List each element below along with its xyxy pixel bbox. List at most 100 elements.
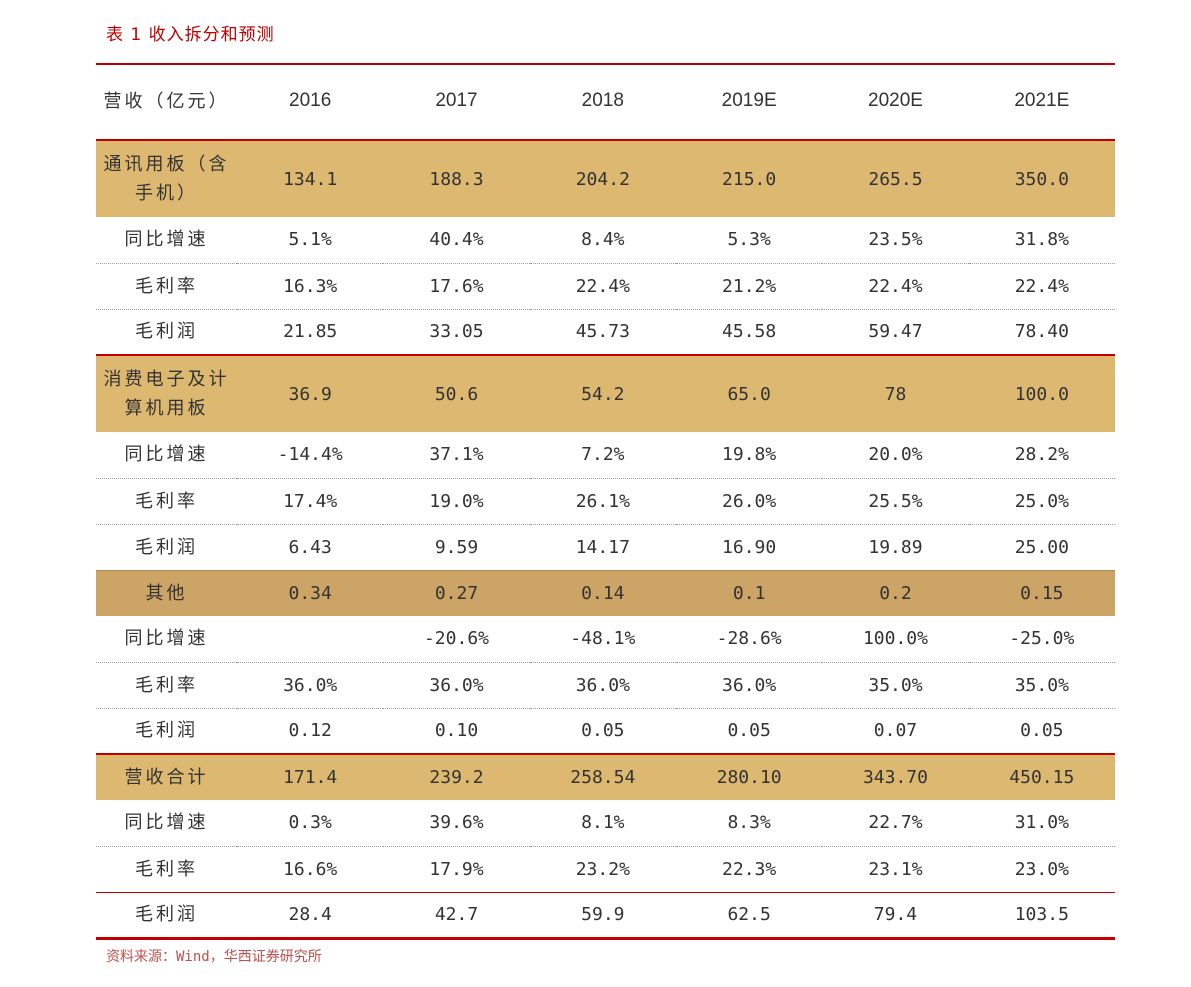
- table-row: 毛利润 21.85 33.05 45.73 45.58 59.47 78.40: [96, 309, 1115, 355]
- revenue-cell: 65.0: [727, 383, 771, 405]
- value-cell: 23.2%: [575, 858, 630, 880]
- table-row: 毛利率 36.0% 36.0% 36.0% 36.0% 35.0% 35.0%: [96, 662, 1115, 708]
- section-label: 消费电子及计算机用板: [103, 369, 230, 419]
- row-label: 毛利率: [135, 490, 198, 512]
- value-cell: 62.5: [727, 904, 771, 925]
- row-label: 同比增速: [124, 628, 209, 650]
- revenue-cell: 0.27: [434, 582, 479, 604]
- value-cell: 17.9%: [429, 858, 484, 880]
- source-note: 资料来源：Wind，华西证券研究所: [106, 949, 322, 965]
- year-2016: 2016: [289, 90, 332, 111]
- value-cell: 33.05: [429, 321, 484, 343]
- value-cell: 26.1%: [575, 490, 630, 512]
- value-cell: 35.0%: [1014, 674, 1069, 696]
- table-row: 毛利润 28.4 42.7 59.9 62.5 79.4 103.5: [96, 892, 1115, 938]
- value-cell: 5.3%: [727, 229, 771, 251]
- table-row: 毛利润 6.43 9.59 14.17 16.90 19.89 25.00: [96, 524, 1115, 570]
- value-cell: 35.0%: [868, 674, 923, 696]
- value-cell: 25.0%: [1014, 490, 1069, 512]
- row-label: 毛利率: [135, 674, 198, 696]
- value-cell: 23.1%: [868, 858, 923, 880]
- row-label: 同比增速: [124, 812, 209, 834]
- revenue-cell: 350.0: [1014, 168, 1069, 190]
- value-cell: 22.4%: [868, 275, 923, 297]
- value-cell: [237, 616, 383, 662]
- value-cell: 0.3%: [288, 812, 332, 834]
- value-cell: 0.05: [727, 720, 771, 742]
- value-cell: 22.4%: [1014, 275, 1069, 297]
- table-row: 毛利润 0.12 0.10 0.05 0.05 0.07 0.05: [96, 708, 1115, 754]
- table-row: 毛利率 16.3% 17.6% 22.4% 21.2% 22.4% 22.4%: [96, 263, 1115, 309]
- value-cell: 25.00: [1014, 536, 1069, 558]
- value-cell: 9.59: [434, 536, 479, 558]
- revenue-cell: 265.5: [868, 168, 923, 190]
- value-cell: 37.1%: [429, 444, 484, 466]
- value-cell: 0.12: [288, 720, 332, 742]
- section-label: 其他: [145, 582, 188, 604]
- value-cell: 5.1%: [288, 229, 332, 251]
- revenue-cell: 343.70: [862, 767, 928, 788]
- value-cell: 8.3%: [727, 812, 771, 834]
- value-cell: 36.0%: [575, 674, 630, 696]
- value-cell: 7.2%: [581, 444, 625, 466]
- value-cell: 16.3%: [283, 275, 338, 297]
- header-row: 营收（亿元） 2016 2017 2018 2019E 2020E 2021E: [96, 63, 1115, 140]
- table-row: 同比增速 5.1% 40.4% 8.4% 5.3% 23.5% 31.8%: [96, 217, 1115, 263]
- value-cell: 59.47: [868, 321, 923, 343]
- revenue-cell: 258.54: [570, 767, 636, 788]
- section-label: 营收合计: [124, 767, 209, 788]
- revenue-cell: 280.10: [716, 767, 782, 788]
- value-cell: 17.4%: [283, 490, 338, 512]
- value-cell: 36.0%: [283, 674, 338, 696]
- value-cell: -28.6%: [716, 628, 782, 650]
- value-cell: 28.4: [288, 904, 332, 925]
- value-cell: 0.07: [873, 720, 918, 742]
- year-2018: 2018: [581, 90, 624, 111]
- value-cell: 21.2%: [722, 275, 777, 297]
- year-2019e: 2019E: [721, 90, 777, 111]
- value-cell: 19.89: [868, 536, 923, 558]
- value-cell: 0.05: [581, 720, 625, 742]
- value-cell: 100.0%: [862, 628, 928, 650]
- value-cell: 39.6%: [429, 812, 484, 834]
- revenue-cell: 450.15: [1009, 767, 1075, 788]
- revenue-cell: 188.3: [429, 168, 484, 190]
- value-cell: 8.4%: [581, 229, 625, 251]
- revenue-cell: 134.1: [283, 168, 338, 190]
- value-cell: 59.9: [581, 904, 625, 925]
- value-cell: 16.6%: [283, 858, 338, 880]
- value-cell: 31.0%: [1014, 812, 1069, 834]
- revenue-cell: 0.14: [581, 582, 625, 604]
- value-cell: 20.0%: [868, 444, 923, 466]
- year-2021e: 2021E: [1014, 90, 1070, 111]
- section-row-communication: 通讯用板（含手机） 134.1 188.3 204.2 215.0 265.5 …: [96, 140, 1115, 217]
- revenue-cell: 0.15: [1020, 582, 1064, 604]
- value-cell: -48.1%: [570, 628, 636, 650]
- value-cell: 42.7: [434, 904, 479, 925]
- revenue-cell: 50.6: [434, 383, 479, 405]
- table-row: 毛利率 16.6% 17.9% 23.2% 22.3% 23.1% 23.0%: [96, 846, 1115, 892]
- row-label: 毛利润: [135, 720, 198, 742]
- value-cell: 19.0%: [429, 490, 484, 512]
- value-cell: 40.4%: [429, 229, 484, 251]
- row-label: 毛利润: [135, 536, 198, 558]
- value-cell: 25.5%: [868, 490, 923, 512]
- value-cell: -25.0%: [1009, 628, 1075, 650]
- value-cell: 16.90: [722, 536, 777, 558]
- section-row-consumer-electronics: 消费电子及计算机用板 36.9 50.6 54.2 65.0 78 100.0: [96, 355, 1115, 432]
- value-cell: 14.17: [575, 536, 630, 558]
- value-cell: 36.0%: [429, 674, 484, 696]
- value-cell: 31.8%: [1014, 229, 1069, 251]
- value-cell: 22.3%: [722, 858, 777, 880]
- row-label: 同比增速: [124, 444, 209, 466]
- revenue-cell: 54.2: [581, 383, 625, 405]
- revenue-cell: 204.2: [575, 168, 630, 190]
- value-cell: 6.43: [288, 536, 332, 558]
- table-top-rule: [96, 63, 1115, 65]
- value-cell: 45.73: [575, 321, 630, 343]
- year-2020e: 2020E: [868, 90, 923, 111]
- table-row: 毛利率 17.4% 19.0% 26.1% 26.0% 25.5% 25.0%: [96, 478, 1115, 524]
- value-cell: 0.10: [434, 720, 479, 742]
- table-row: 同比增速 -20.6% -48.1% -28.6% 100.0% -25.0%: [96, 616, 1115, 662]
- value-cell: -20.6%: [423, 628, 489, 650]
